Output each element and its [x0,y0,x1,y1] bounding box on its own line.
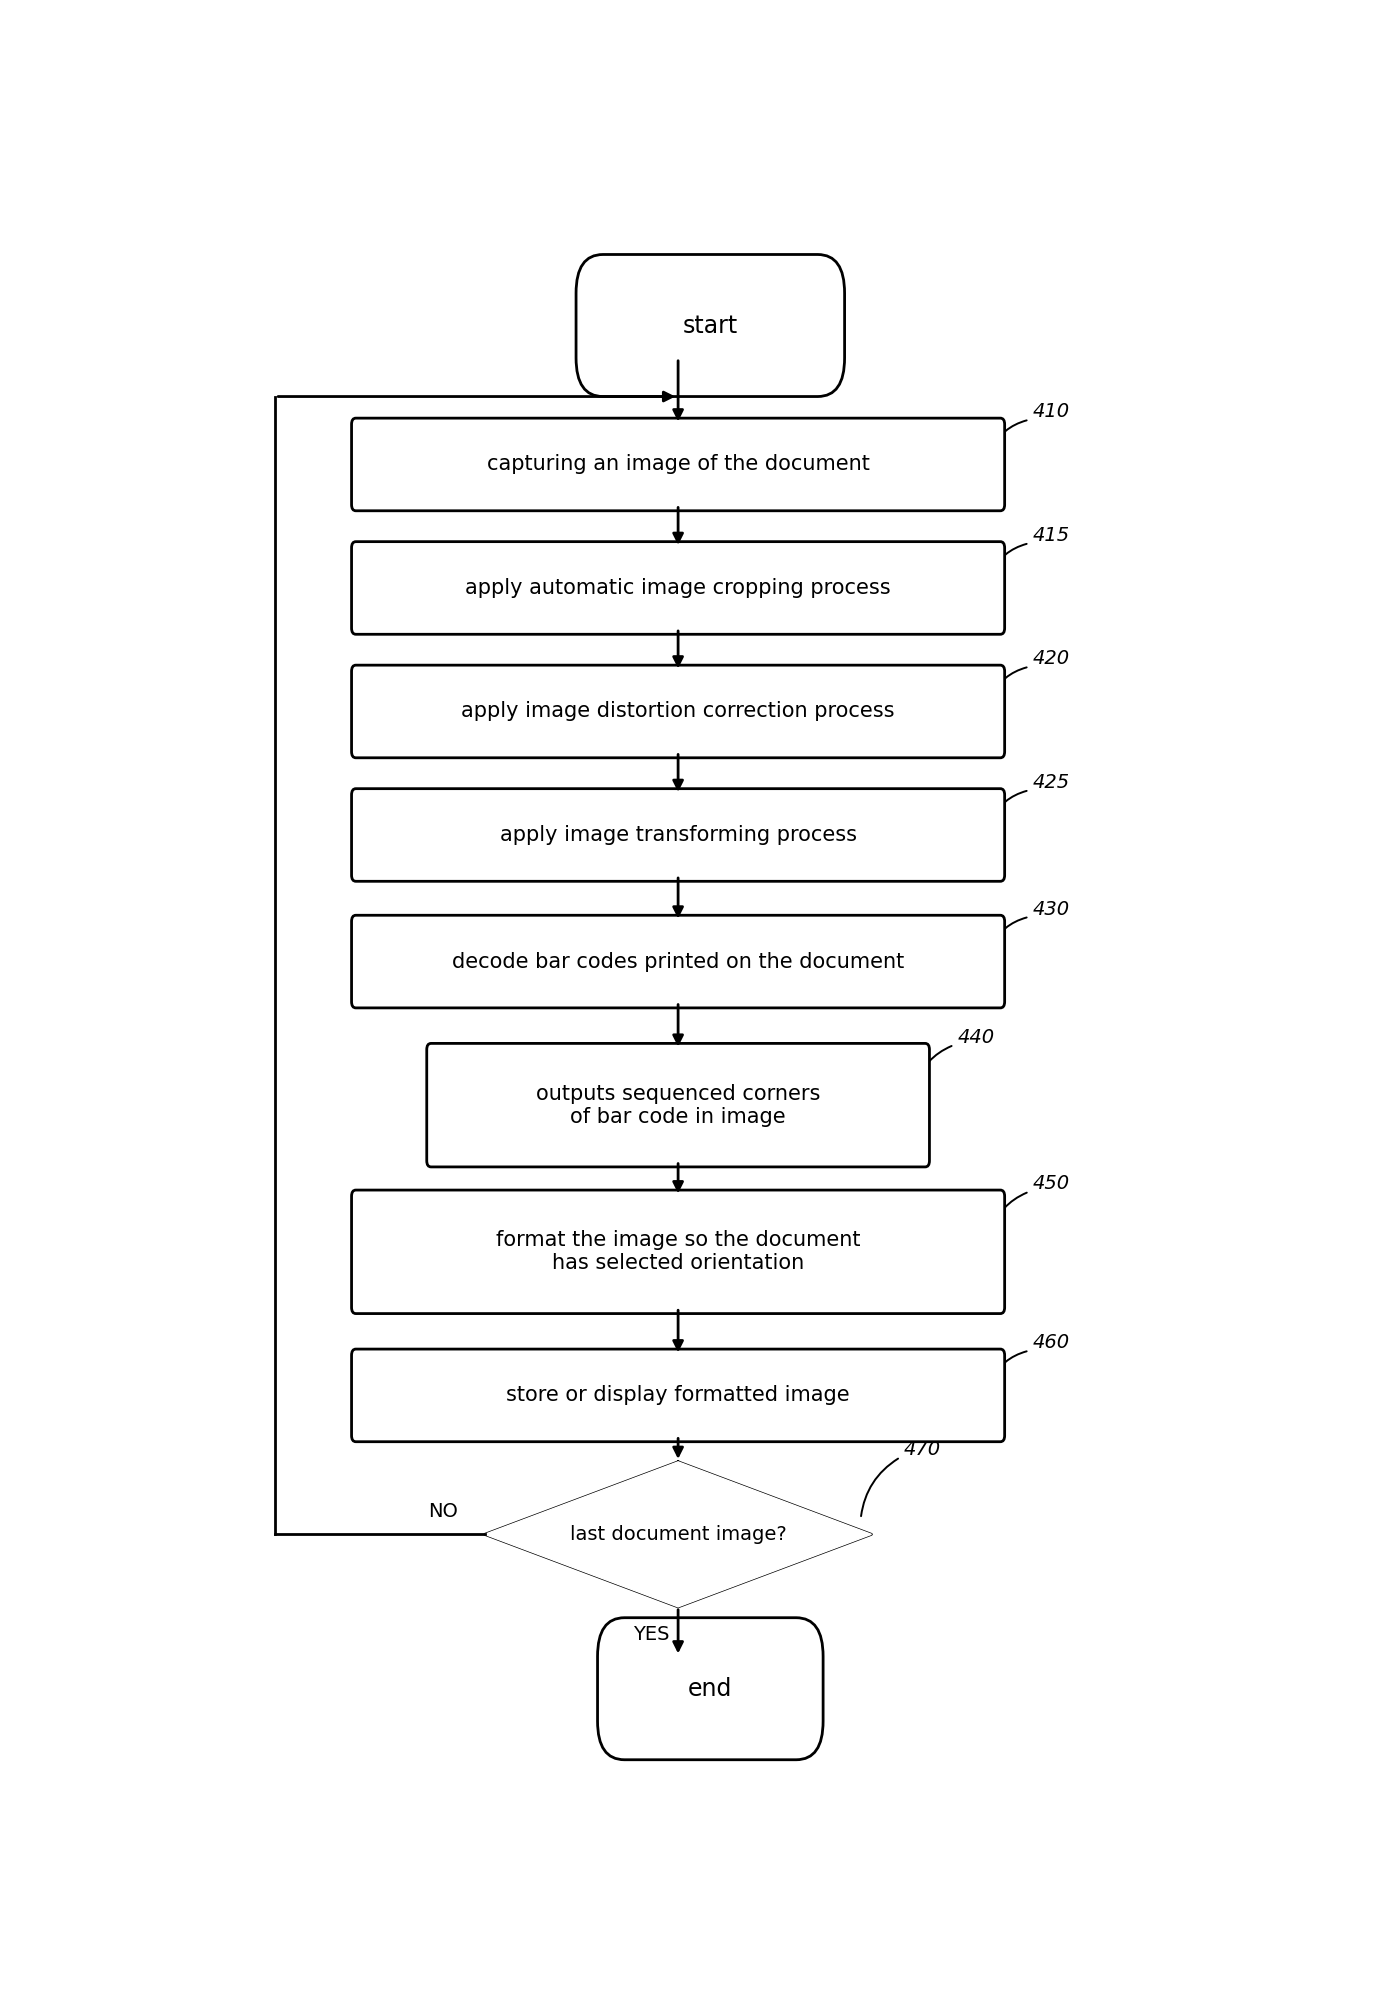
FancyBboxPatch shape [352,1191,1005,1313]
Text: outputs sequenced corners
of bar code in image: outputs sequenced corners of bar code in… [536,1083,821,1127]
Text: format the image so the document
has selected orientation: format the image so the document has sel… [496,1231,861,1273]
Text: apply image distortion correction process: apply image distortion correction proces… [462,702,895,722]
Polygon shape [485,1462,872,1606]
FancyBboxPatch shape [597,1618,823,1760]
Text: last document image?: last document image? [570,1526,786,1544]
FancyBboxPatch shape [352,788,1005,882]
Text: apply image transforming process: apply image transforming process [499,824,857,844]
Text: store or display formatted image: store or display formatted image [506,1385,850,1406]
Text: 440: 440 [958,1029,995,1047]
Text: 460: 460 [1033,1333,1070,1353]
Text: decode bar codes printed on the document: decode bar codes printed on the document [452,952,904,972]
Text: NO: NO [428,1502,457,1520]
Text: 450: 450 [1033,1175,1070,1193]
FancyBboxPatch shape [352,666,1005,758]
FancyBboxPatch shape [427,1043,930,1167]
Text: YES: YES [633,1626,669,1644]
Text: 430: 430 [1033,900,1070,918]
Text: start: start [683,313,737,337]
Text: 425: 425 [1033,774,1070,792]
Text: end: end [687,1676,733,1700]
FancyBboxPatch shape [352,1349,1005,1442]
FancyBboxPatch shape [352,541,1005,634]
Text: apply automatic image cropping process: apply automatic image cropping process [466,577,891,597]
Text: 420: 420 [1033,650,1070,668]
Text: 470: 470 [904,1440,941,1460]
Text: capturing an image of the document: capturing an image of the document [486,455,869,475]
Text: 415: 415 [1033,525,1070,545]
Text: 410: 410 [1033,403,1070,421]
FancyBboxPatch shape [577,255,844,397]
FancyBboxPatch shape [352,914,1005,1009]
FancyBboxPatch shape [352,419,1005,511]
